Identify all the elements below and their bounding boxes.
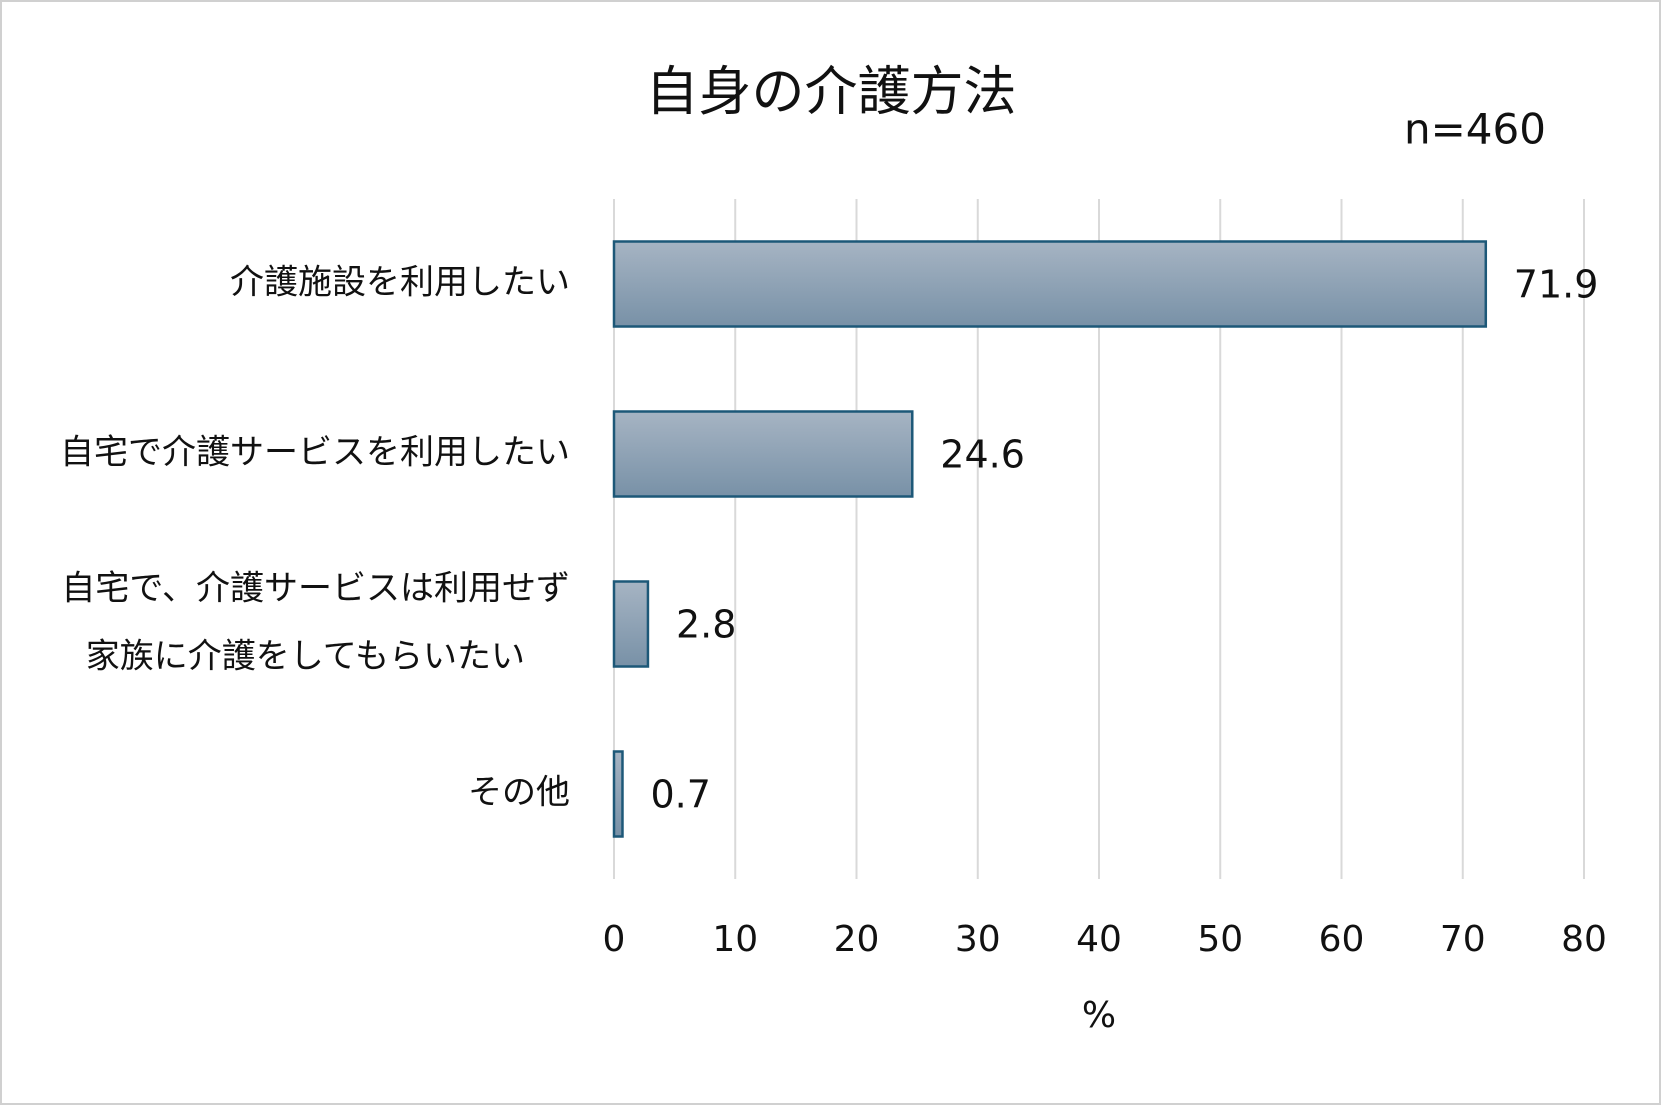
x-tick-label: 60 <box>1319 919 1365 960</box>
chart-title: 自身の介護方法 <box>646 62 1017 123</box>
bar <box>612 410 914 498</box>
value-label: 0.7 <box>650 773 710 817</box>
y-tick-label: 家族に介護をしてもらいたい <box>86 637 525 677</box>
x-tick-label: 80 <box>1561 919 1607 960</box>
value-label: 2.8 <box>676 603 736 647</box>
x-tick-label: 40 <box>1076 919 1122 960</box>
y-tick-label: 自宅で介護サービスを利用したい <box>60 433 570 473</box>
y-tick-label: 自宅で、介護サービスは利用せず <box>61 569 570 609</box>
y-tick-label: 介護施設を利用したい <box>230 263 570 303</box>
x-tick-label: 70 <box>1440 919 1486 960</box>
x-tick-label: 50 <box>1197 919 1243 960</box>
annotation: n=460 <box>1404 105 1546 154</box>
x-tick-label: 10 <box>712 919 758 960</box>
bar <box>612 240 1488 328</box>
value-label: 71.9 <box>1514 263 1599 307</box>
x-axis-label: % <box>1082 995 1116 1036</box>
x-tick-label: 20 <box>834 919 880 960</box>
y-tick-label: その他 <box>468 773 570 813</box>
x-tick-label: 30 <box>955 919 1001 960</box>
bar <box>612 580 650 668</box>
value-label: 24.6 <box>940 433 1025 477</box>
x-tick-label: 0 <box>603 919 626 960</box>
bar <box>612 750 624 838</box>
